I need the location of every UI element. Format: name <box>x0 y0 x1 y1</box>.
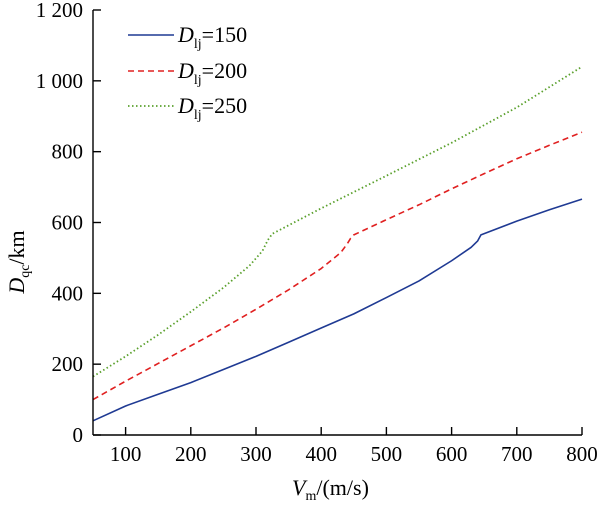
y-tick-label: 600 <box>52 211 84 235</box>
legend-series-3-sub: lj <box>194 108 202 123</box>
series-line-2 <box>92 131 583 401</box>
legend-series-2-base: D <box>177 58 194 83</box>
ticks-layer: 100 200 300 400 500 600 700 800 0 200 400 600 800 1 0… <box>36 0 598 466</box>
legend-series-1-base: D <box>177 22 194 47</box>
x-axis-label: Vm/(m/s) <box>292 475 369 504</box>
x-tick-label: 100 <box>110 442 142 466</box>
legend: Dlj=150 Dlj=200 Dlj=250 <box>128 22 247 123</box>
x-axis-label-sub: m <box>305 489 316 504</box>
x-tick-label: 800 <box>566 442 598 466</box>
y-axis-label-sub: qc <box>18 265 33 278</box>
legend-series-1-sub: lj <box>194 37 202 52</box>
y-tick-label: 1 000 <box>36 69 83 93</box>
series-line-3 <box>92 65 583 378</box>
y-tick-label: 200 <box>52 352 84 376</box>
legend-series-3-base: D <box>177 93 194 118</box>
series-layer <box>92 65 583 422</box>
y-tick-label: 400 <box>52 281 84 305</box>
y-axis-label: Dqc/km <box>4 230 33 294</box>
x-tick-label: 700 <box>501 442 533 466</box>
x-tick-label: 400 <box>305 442 337 466</box>
y-tick-label: 800 <box>52 140 84 164</box>
legend-entry-series-1: Dlj=150 <box>177 22 247 52</box>
x-axis-label-base: V <box>292 475 308 500</box>
x-tick-label: 500 <box>371 442 403 466</box>
x-tick-label: 600 <box>436 442 468 466</box>
y-axis-label-base: D <box>4 278 29 295</box>
legend-series-2-value: =200 <box>202 58 247 83</box>
y-tick-label: 1 200 <box>36 0 83 22</box>
axes-layer <box>92 10 582 436</box>
legend-entry-series-3: Dlj=250 <box>177 93 247 123</box>
x-tick-label: 200 <box>175 442 207 466</box>
series-line-1 <box>92 198 583 422</box>
y-axis-label-unit: /km <box>4 230 29 264</box>
legend-series-3-value: =250 <box>202 93 247 118</box>
legend-entry-series-2: Dlj=200 <box>177 58 247 88</box>
y-tick-label: 0 <box>73 423 84 447</box>
legend-series-2-sub: lj <box>194 73 202 88</box>
x-tick-label: 300 <box>240 442 272 466</box>
legend-series-1-value: =150 <box>202 22 247 47</box>
x-axis-label-unit: /(m/s) <box>316 475 369 500</box>
